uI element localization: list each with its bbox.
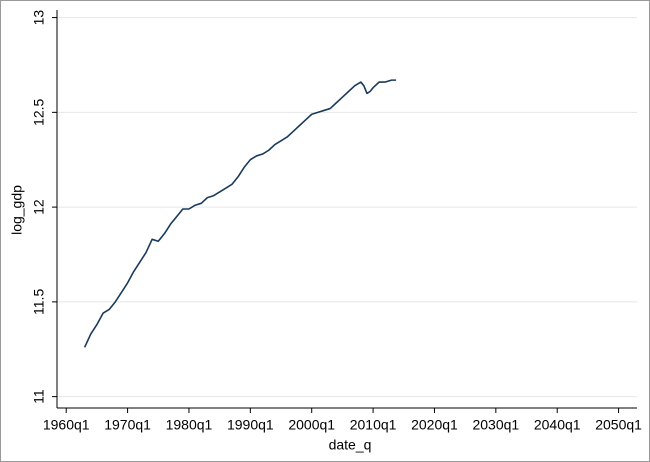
x-tick-label: 2020q1	[411, 417, 458, 433]
x-tick-label: 2000q1	[288, 417, 335, 433]
y-axis-title: log_gdp	[9, 185, 25, 235]
x-tick-label: 1970q1	[104, 417, 151, 433]
x-tick-label: 1980q1	[166, 417, 213, 433]
y-tick-label: 12.5	[31, 99, 47, 126]
y-tick-label: 11.5	[31, 289, 47, 315]
y-tick-label: 11	[31, 389, 47, 404]
x-tick-label: 2040q1	[534, 417, 581, 433]
line	[83, 79, 397, 348]
x-axis-title: date_q	[329, 437, 372, 453]
x-tick-label: 2050q1	[595, 417, 642, 433]
y-tick-label: 12	[31, 199, 47, 215]
x-tick-label: 2030q1	[472, 417, 519, 433]
x-tick-label: 2010q1	[350, 417, 397, 433]
x-tick-label: 1990q1	[227, 417, 274, 433]
y-tick-label: 13	[31, 10, 47, 26]
x-tick-label: 1960q1	[43, 417, 90, 433]
